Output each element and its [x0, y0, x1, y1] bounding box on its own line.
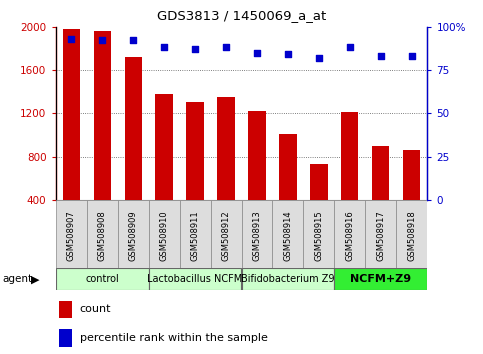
- Bar: [372, 146, 389, 200]
- Point: [315, 55, 323, 61]
- Bar: [211, 200, 242, 269]
- Text: GSM508910: GSM508910: [159, 210, 169, 261]
- Point: [129, 38, 137, 43]
- Point: [67, 36, 75, 41]
- Text: ▶: ▶: [30, 274, 39, 284]
- Bar: [156, 94, 172, 200]
- Point: [98, 38, 106, 43]
- Bar: [311, 164, 327, 200]
- Point: [222, 45, 230, 50]
- Bar: [180, 200, 211, 269]
- Bar: [94, 31, 111, 200]
- Bar: [303, 200, 334, 269]
- Text: GSM508912: GSM508912: [222, 210, 230, 261]
- Point: [253, 50, 261, 55]
- Bar: [59, 329, 72, 347]
- Text: GSM508916: GSM508916: [345, 210, 355, 261]
- Bar: [149, 200, 180, 269]
- Text: GSM508914: GSM508914: [284, 210, 293, 261]
- Text: GSM508908: GSM508908: [98, 210, 107, 261]
- Bar: [56, 268, 149, 290]
- Text: agent: agent: [2, 274, 32, 284]
- Text: percentile rank within the sample: percentile rank within the sample: [80, 333, 268, 343]
- Text: count: count: [80, 304, 111, 314]
- Bar: [86, 200, 117, 269]
- Bar: [334, 200, 366, 269]
- Text: GSM508909: GSM508909: [128, 210, 138, 261]
- Bar: [334, 268, 427, 290]
- Bar: [397, 200, 427, 269]
- Bar: [62, 29, 80, 200]
- Bar: [403, 150, 421, 200]
- Text: NCFM+Z9: NCFM+Z9: [350, 274, 412, 284]
- Point: [408, 53, 416, 59]
- Bar: [117, 200, 149, 269]
- Bar: [149, 268, 242, 290]
- Bar: [59, 301, 72, 318]
- Text: Lactobacillus NCFM: Lactobacillus NCFM: [147, 274, 242, 284]
- Text: GSM508917: GSM508917: [376, 210, 385, 261]
- Bar: [242, 200, 272, 269]
- Point: [160, 45, 168, 50]
- Text: Bifidobacterium Z9: Bifidobacterium Z9: [241, 274, 335, 284]
- Text: GDS3813 / 1450069_a_at: GDS3813 / 1450069_a_at: [157, 9, 326, 22]
- Bar: [242, 268, 334, 290]
- Point: [346, 45, 354, 50]
- Text: GSM508911: GSM508911: [190, 210, 199, 261]
- Bar: [341, 112, 358, 200]
- Point: [191, 46, 199, 52]
- Point: [377, 53, 385, 59]
- Bar: [366, 200, 397, 269]
- Bar: [186, 102, 203, 200]
- Text: control: control: [85, 274, 119, 284]
- Bar: [217, 97, 235, 200]
- Text: GSM508915: GSM508915: [314, 210, 324, 261]
- Text: GSM508907: GSM508907: [67, 210, 75, 261]
- Text: GSM508918: GSM508918: [408, 210, 416, 261]
- Text: GSM508913: GSM508913: [253, 210, 261, 261]
- Bar: [272, 200, 303, 269]
- Bar: [280, 134, 297, 200]
- Bar: [56, 200, 86, 269]
- Point: [284, 51, 292, 57]
- Bar: [125, 57, 142, 200]
- Bar: [248, 111, 266, 200]
